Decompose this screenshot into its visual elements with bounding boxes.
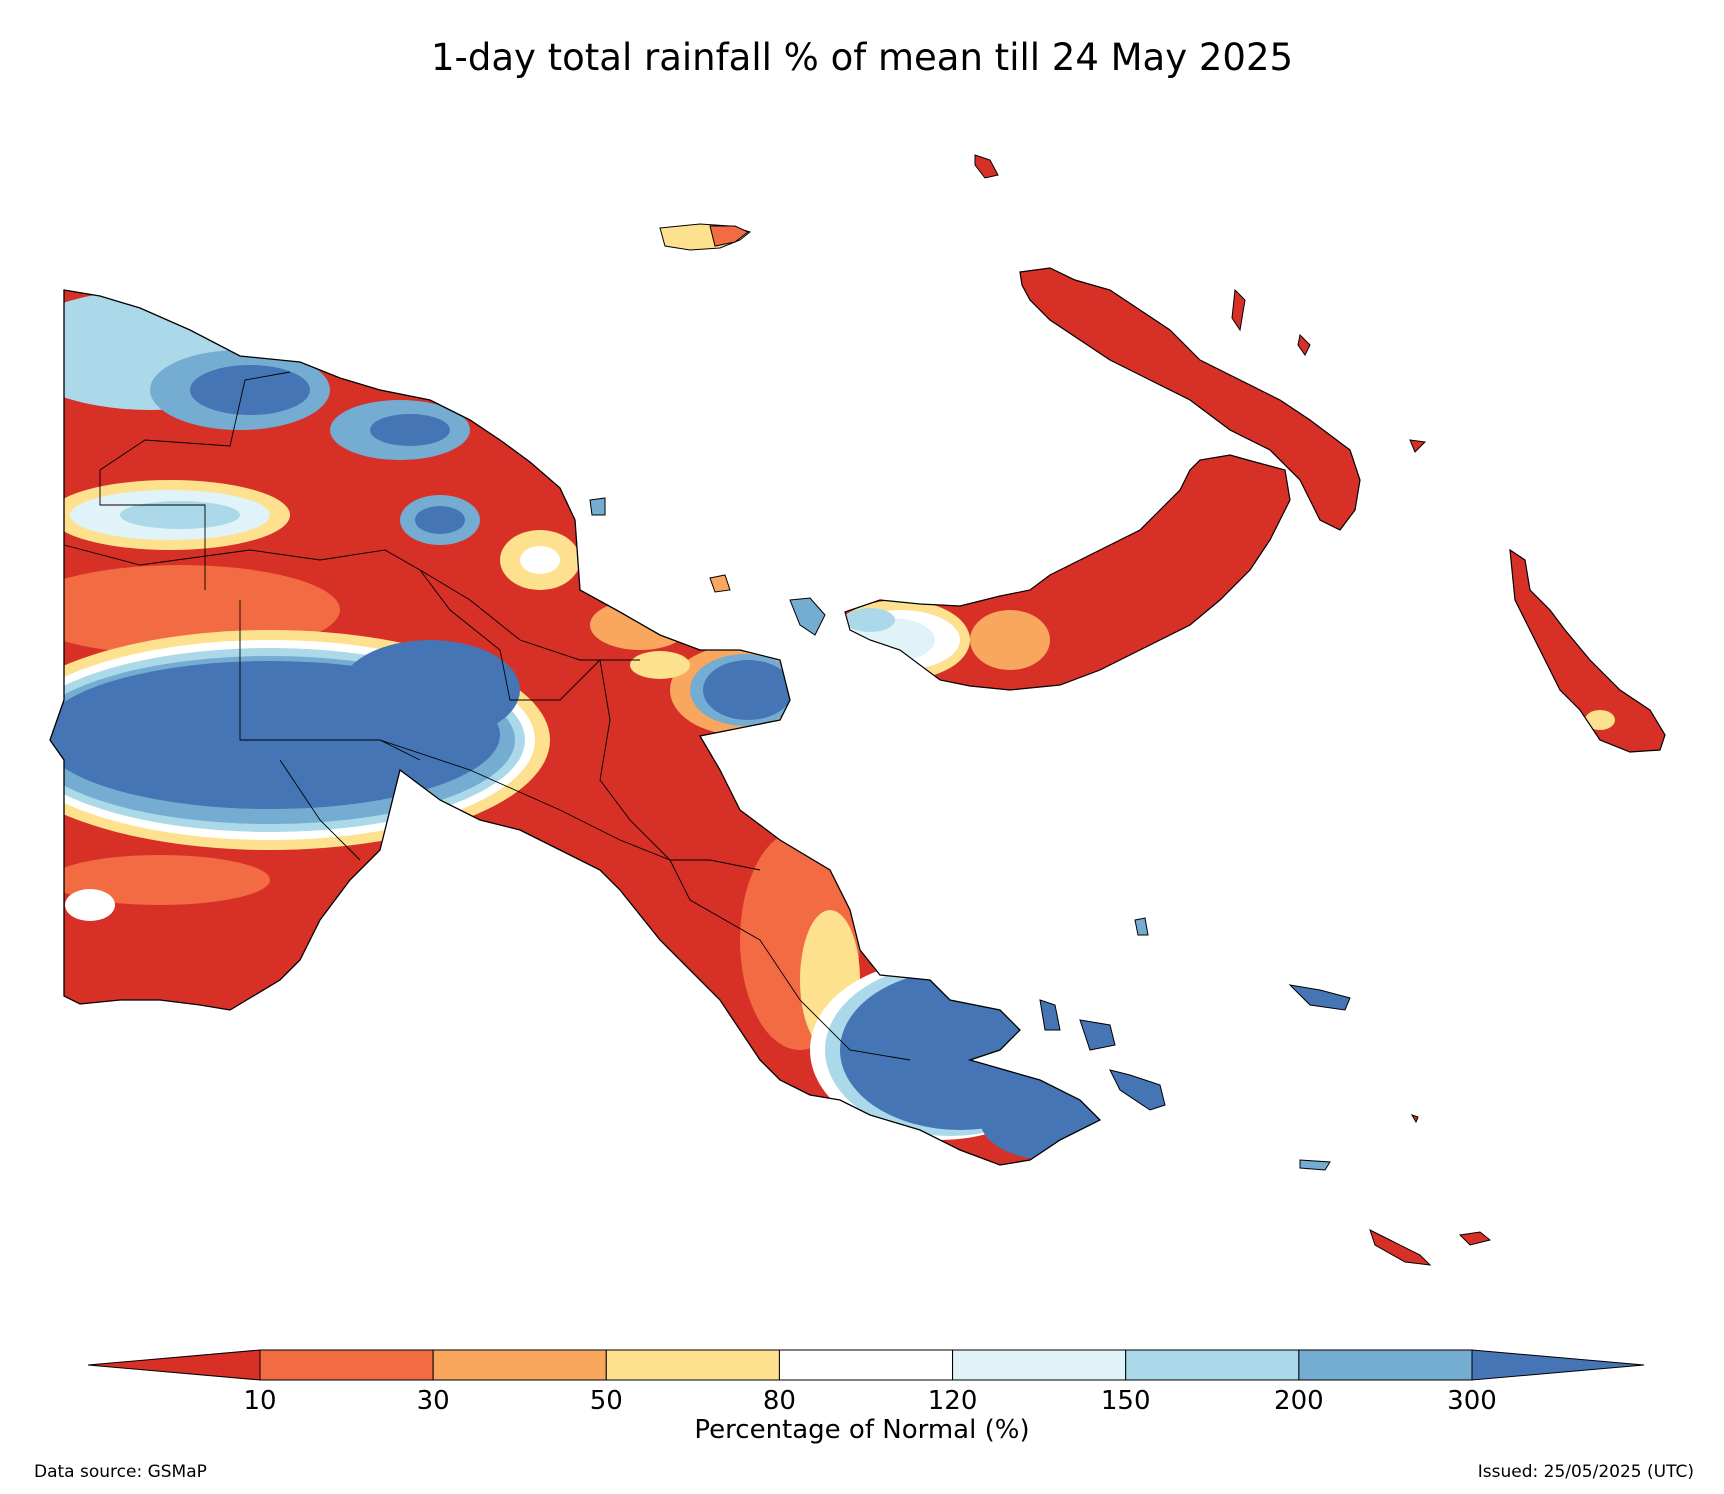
issued-date: Issued: 25/05/2025 (UTC) <box>1477 1462 1694 1482</box>
data-source: Data source: GSMaP <box>34 1462 207 1482</box>
colorbar-arrow-low <box>87 1349 261 1381</box>
small-islands <box>589 154 1492 1266</box>
colorbar-tick: 300 <box>1447 1386 1497 1416</box>
colorbar-segment <box>432 1349 607 1381</box>
new-britain-outline <box>844 454 1291 691</box>
province-borders <box>63 371 911 1061</box>
colorbar-tick: 30 <box>416 1386 450 1416</box>
colorbar-tick: 80 <box>762 1386 796 1416</box>
colorbar-segment <box>605 1349 780 1381</box>
colorbar-segment <box>259 1349 434 1381</box>
colorbar-segment <box>1298 1349 1473 1381</box>
colorbar-segment <box>1125 1349 1300 1381</box>
colorbar-label: Percentage of Normal (%) <box>694 1415 1030 1445</box>
colorbar-tick: 200 <box>1274 1386 1324 1416</box>
colorbar-segment <box>778 1349 954 1381</box>
colorbar-tick: 150 <box>1100 1386 1151 1416</box>
colorbar-tick: 120 <box>927 1386 978 1416</box>
colorbar-arrow-high <box>1471 1349 1645 1381</box>
bougainville-outline <box>1509 548 1666 753</box>
map-title: 1-day total rainfall % of mean till 24 M… <box>430 36 1294 79</box>
colorbar-tick: 50 <box>589 1386 623 1416</box>
mainland-outline <box>49 289 1102 1166</box>
new-ireland-outline <box>1019 267 1361 531</box>
colorbar-segment <box>952 1349 1127 1381</box>
colorbar-tick: 10 <box>243 1386 277 1416</box>
